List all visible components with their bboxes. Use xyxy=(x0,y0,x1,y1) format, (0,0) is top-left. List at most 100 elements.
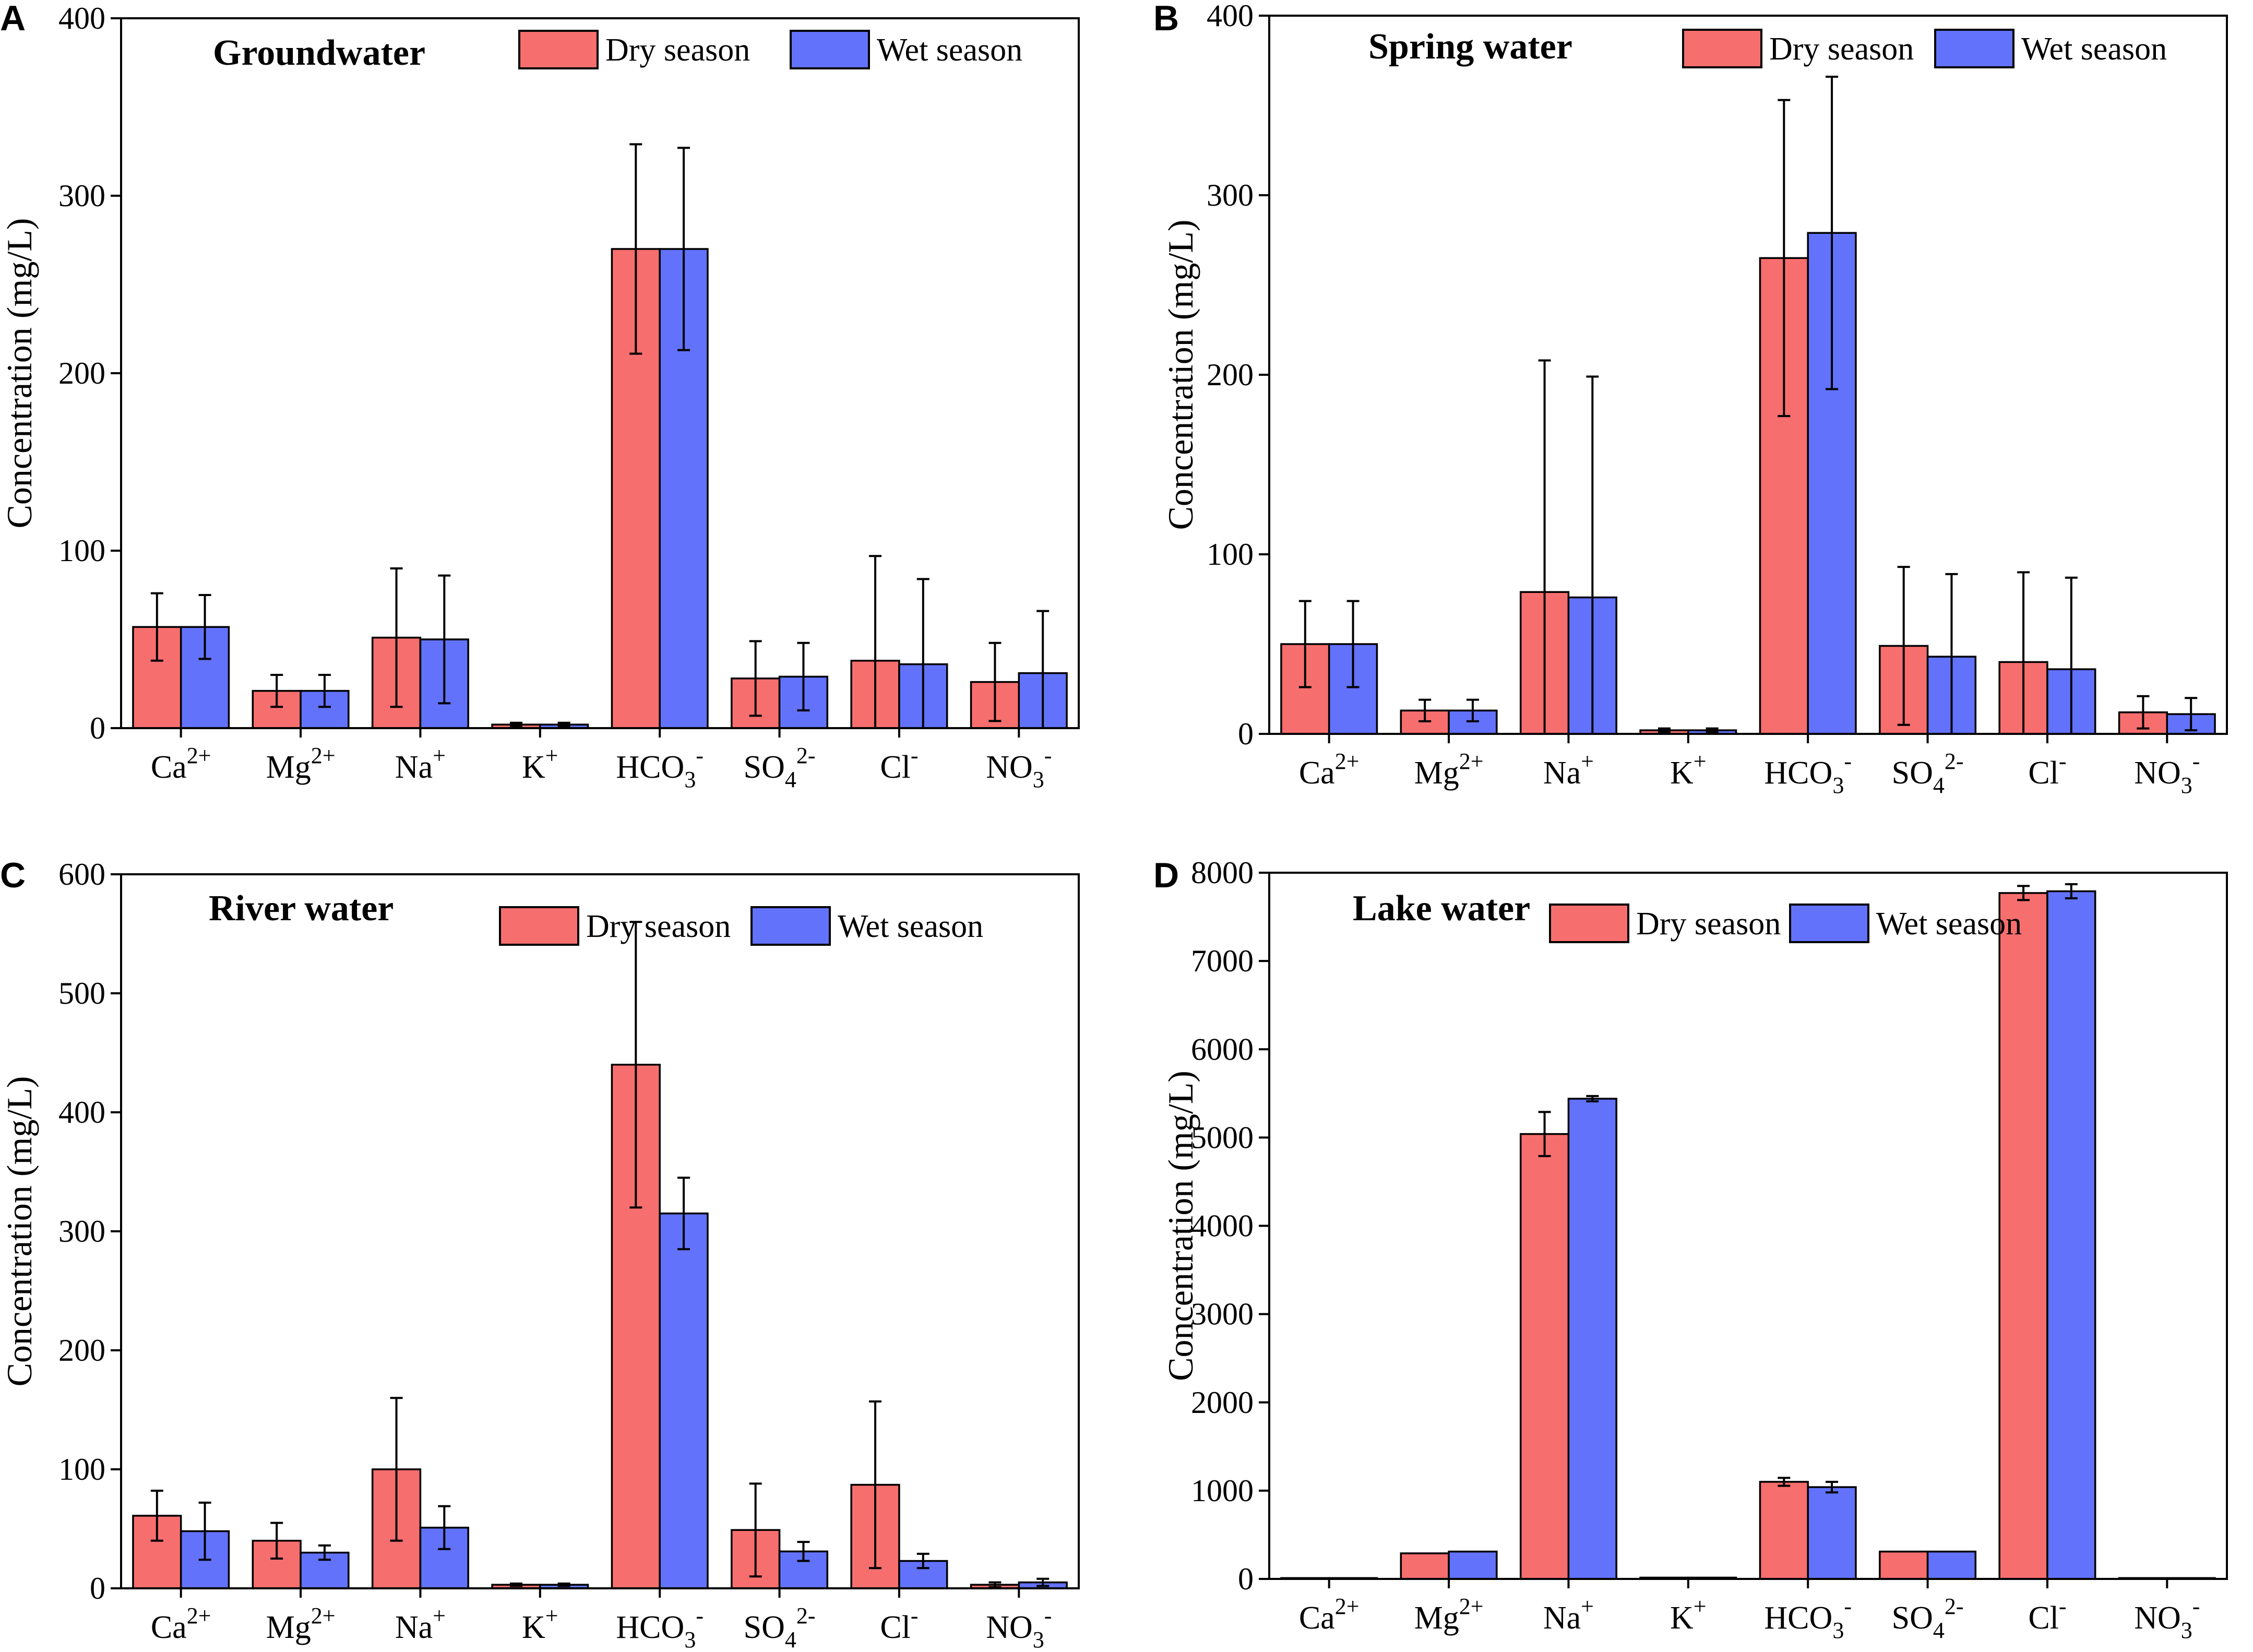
legend-dry-label: Dry season xyxy=(586,909,731,944)
x-tick-label: Ca2+ xyxy=(1299,748,1360,791)
x-tick-label: HCO3- xyxy=(616,1603,704,1652)
chart-title: River water xyxy=(209,888,394,929)
x-tick-label: SO42- xyxy=(744,1603,816,1652)
x-tick-label: K+ xyxy=(1670,1594,1707,1636)
legend-wet-swatch xyxy=(790,30,870,69)
y-tick-label: 100 xyxy=(58,533,105,568)
bar-dry-2 xyxy=(1519,1133,1570,1580)
y-tick-label: 200 xyxy=(58,1333,105,1368)
legend-dry-swatch xyxy=(1682,29,1762,68)
bar-dry-6 xyxy=(1998,892,2048,1580)
legend-wet-label: Wet season xyxy=(2021,31,2167,67)
x-tick-label: NO3- xyxy=(2134,1594,2200,1643)
panel-letter: D xyxy=(1153,855,1179,895)
x-tick-label: Na+ xyxy=(395,1603,446,1645)
y-axis-label: Concentration (mg/L) xyxy=(0,1076,39,1387)
y-tick-label: 0 xyxy=(1238,1562,1254,1596)
y-tick-label: 500 xyxy=(58,976,105,1011)
y-tick-label: 3000 xyxy=(1191,1297,1254,1332)
x-tick-label: Cl- xyxy=(880,1603,918,1645)
y-tick-label: 100 xyxy=(1207,537,1254,572)
panel-letter: B xyxy=(1153,0,1179,38)
bar-wet-4 xyxy=(659,1213,709,1589)
x-tick-label: Na+ xyxy=(1543,748,1594,791)
chart-title: Spring water xyxy=(1368,27,1572,67)
legend-dry-label: Dry season xyxy=(605,32,750,68)
y-tick-label: 2000 xyxy=(1191,1385,1254,1420)
chart-title: Groundwater xyxy=(213,33,425,73)
y-axis-label: Concentration (mg/L) xyxy=(1161,1071,1200,1381)
plot-frame xyxy=(120,873,1080,1589)
bar-wet-6 xyxy=(2046,890,2096,1580)
panel-a: A 0 100 200 300 400 Concentration (mg/L) Ca2+ Mg… xyxy=(0,0,1080,792)
y-tick-label: 400 xyxy=(58,1,105,35)
x-tick-label: Mg2+ xyxy=(1414,748,1484,791)
y-axis-label: Concentration (mg/L) xyxy=(1161,220,1200,530)
x-tick-label: Mg2+ xyxy=(266,743,336,785)
y-tick-label: 300 xyxy=(1207,178,1254,212)
panel-b: B 0 100 200 300 400 Concentration (mg/L) Ca2+ Mg… xyxy=(1153,0,2228,798)
x-tick-label: Ca2+ xyxy=(151,743,211,785)
plot-frame xyxy=(1268,872,2228,1580)
x-tick-label: NO3- xyxy=(2134,748,2200,798)
legend-dry-swatch xyxy=(1549,904,1629,943)
plot-frame xyxy=(120,17,1080,729)
y-tick-label: 100 xyxy=(58,1452,105,1487)
y-tick-label: 400 xyxy=(1207,0,1254,33)
bar-dry-4 xyxy=(1759,1481,1809,1580)
y-tick-label: 0 xyxy=(90,1571,105,1606)
x-tick-label: Cl- xyxy=(880,743,918,785)
panel-letter: A xyxy=(0,0,26,38)
y-tick-label: 200 xyxy=(1207,358,1254,392)
bar-dry-5 xyxy=(1879,1550,1929,1580)
x-tick-label: Cl- xyxy=(2028,1594,2066,1636)
y-tick-label: 8000 xyxy=(1191,855,1254,890)
legend-wet-swatch xyxy=(1934,29,2014,68)
legend-dry-label: Dry season xyxy=(1636,906,1781,942)
x-tick-label: Mg2+ xyxy=(266,1603,336,1645)
x-tick-label: K+ xyxy=(522,743,558,785)
x-tick-label: Na+ xyxy=(395,743,446,785)
bar-wet-5 xyxy=(1926,1550,1977,1580)
panel-letter: C xyxy=(0,855,26,895)
x-tick-label: Na+ xyxy=(1543,1594,1594,1636)
x-tick-label: Ca2+ xyxy=(1299,1594,1360,1636)
x-tick-label: NO3- xyxy=(986,743,1052,792)
y-tick-label: 7000 xyxy=(1191,944,1254,978)
chart-title: Lake water xyxy=(1353,888,1530,929)
x-tick-label: SO42- xyxy=(744,743,816,792)
panel-c: C 0 100 200 300 400 500 600 Concentration (mg/L)… xyxy=(0,855,1080,1652)
y-axis-label: Concentration (mg/L) xyxy=(0,218,39,529)
x-tick-label: Cl- xyxy=(2028,748,2066,791)
y-tick-label: 300 xyxy=(58,1214,105,1249)
plot-frame xyxy=(1268,15,2228,735)
x-tick-label: HCO3- xyxy=(1764,748,1852,798)
legend-wet-label: Wet season xyxy=(1876,906,2022,942)
y-tick-label: 4000 xyxy=(1191,1209,1254,1243)
legend-wet-label: Wet season xyxy=(877,32,1022,68)
y-tick-label: 600 xyxy=(58,857,105,892)
legend-dry-swatch xyxy=(499,906,579,946)
x-tick-label: Ca2+ xyxy=(151,1603,211,1645)
legend-dry-swatch xyxy=(518,30,599,69)
legend-wet-swatch xyxy=(1789,904,1869,943)
y-tick-label: 5000 xyxy=(1191,1120,1254,1155)
y-tick-label: 300 xyxy=(58,179,105,213)
bar-dry-1 xyxy=(1400,1552,1450,1580)
y-tick-label: 400 xyxy=(58,1095,105,1130)
legend-wet-label: Wet season xyxy=(838,909,983,944)
legend-wet-swatch xyxy=(750,906,831,946)
panel-d: D 0 1000 2000 3000 4000 5000 6000 7000 8000 Concen… xyxy=(1153,855,2228,1643)
x-tick-label: K+ xyxy=(1670,748,1707,791)
x-tick-label: HCO3- xyxy=(616,743,704,792)
y-tick-label: 0 xyxy=(1238,717,1254,751)
y-tick-label: 200 xyxy=(58,356,105,390)
bar-wet-2 xyxy=(1567,1098,1617,1580)
y-tick-label: 0 xyxy=(90,711,105,745)
legend-dry-label: Dry season xyxy=(1769,31,1914,67)
x-tick-label: SO42- xyxy=(1892,1594,1964,1643)
y-tick-label: 1000 xyxy=(1191,1473,1254,1508)
bar-wet-4 xyxy=(1807,1486,1857,1580)
bar-wet-5 xyxy=(778,1550,829,1589)
